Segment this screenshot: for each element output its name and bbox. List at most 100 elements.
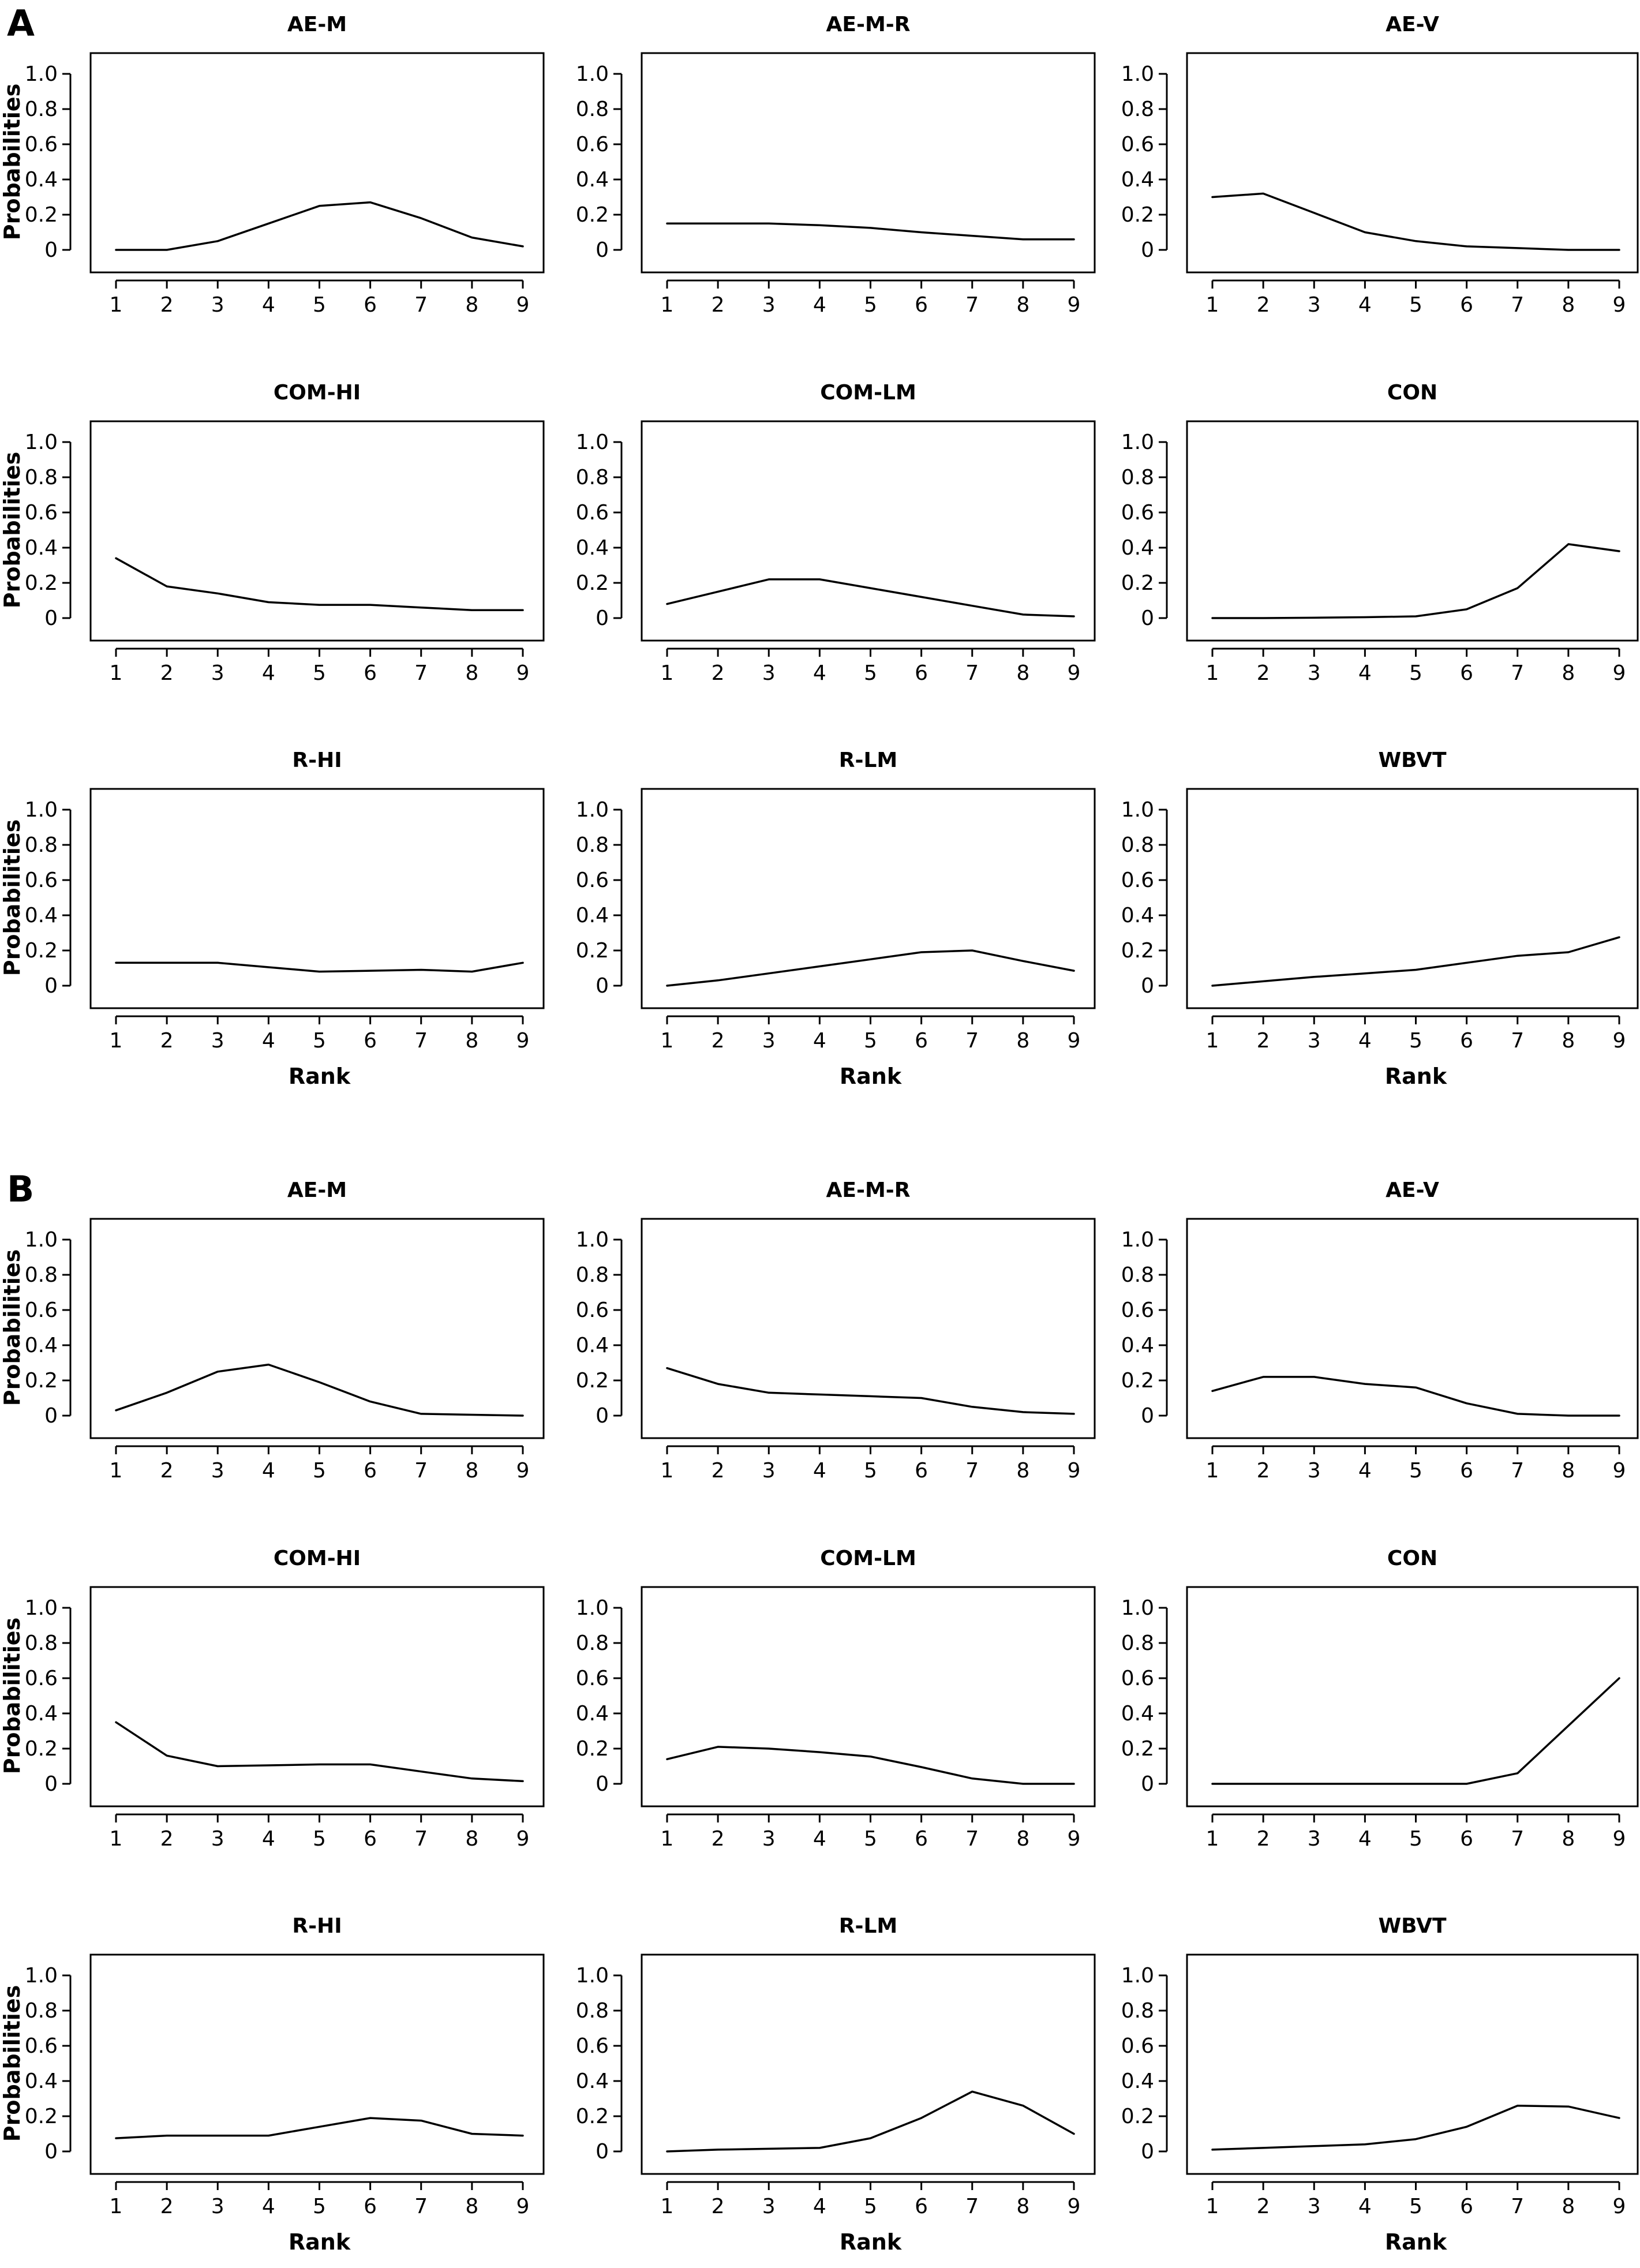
y-tick-label: 1.0	[1121, 1596, 1154, 1620]
plot-frame	[641, 52, 1096, 274]
x-tick-label: 6	[364, 661, 377, 685]
plot-frame	[89, 788, 545, 1009]
y-tick-label: 0.4	[576, 1334, 609, 1357]
x-tick-label: 8	[1016, 1029, 1029, 1053]
x-tick-label: 6	[915, 2195, 928, 2218]
plot-frame	[641, 420, 1096, 642]
y-tick-label: 0.4	[25, 1702, 58, 1726]
x-tick-label: 8	[465, 1029, 478, 1053]
x-tick-label: 8	[1016, 293, 1029, 317]
x-tick-label: 9	[1068, 293, 1081, 317]
y-tick-label: 0.6	[1121, 133, 1154, 156]
x-tick-label: 4	[1358, 1029, 1372, 1053]
x-tick-label: 8	[465, 1459, 478, 1483]
series-line	[115, 1721, 524, 1783]
y-tick-label: 1.0	[25, 431, 58, 454]
x-tick-label: 4	[262, 2195, 275, 2218]
y-tick-label: 0.6	[576, 869, 609, 892]
chart-title: COM-LM	[820, 1547, 916, 1570]
plot-frame	[1186, 1953, 1639, 2175]
x-tick-label: 5	[1409, 2195, 1422, 2218]
x-tick-label: 1	[110, 1827, 123, 1851]
y-tick-label: 1.0	[576, 798, 609, 822]
x-tick-label: 1	[661, 1029, 674, 1053]
chart-con: CON 0 0.2 0.4 0.6 0.8 1.0 1 2 3 4 5 6 7 8 9	[1121, 381, 1639, 685]
x-axis-label: Rank	[289, 2229, 351, 2255]
plot-frame	[1186, 788, 1639, 1009]
x-tick-label: 2	[160, 1029, 174, 1053]
y-tick-label: 0.4	[576, 2069, 609, 2093]
x-tick-label: 5	[1409, 293, 1422, 317]
y-tick-label: 0.6	[1121, 1667, 1154, 1690]
x-tick-label: 6	[915, 1459, 928, 1483]
y-tick-label: 0	[1141, 1404, 1154, 1428]
x-tick-label: 2	[1257, 1459, 1270, 1483]
y-tick-label: 0.8	[25, 466, 58, 489]
y-tick-label: 0.8	[1121, 1631, 1154, 1655]
x-tick-label: 2	[160, 1827, 174, 1851]
x-tick-label: 9	[1068, 1459, 1081, 1483]
x-tick-label: 1	[110, 293, 123, 317]
y-tick-label: 0.8	[1121, 833, 1154, 857]
y-tick-label: 0.6	[1121, 869, 1154, 892]
x-tick-label: 7	[965, 661, 979, 685]
x-tick-label: 5	[313, 1029, 326, 1053]
chart-title: AE-M	[287, 1178, 347, 1202]
y-axis-label: Probabilities	[0, 1249, 25, 1406]
y-tick-label: 0.2	[576, 1737, 609, 1761]
y-tick-label: 0.8	[576, 833, 609, 857]
x-tick-label: 1	[1206, 1459, 1219, 1483]
x-tick-label: 5	[864, 1459, 877, 1483]
x-tick-label: 8	[1562, 2195, 1575, 2218]
x-tick-label: 6	[364, 1827, 377, 1851]
x-tick-label: 7	[1511, 2195, 1524, 2218]
x-tick-label: 2	[712, 293, 725, 317]
plot-frame	[641, 788, 1096, 1009]
x-tick-label: 7	[1511, 293, 1524, 317]
y-tick-label: 0.2	[576, 1369, 609, 1393]
x-tick-label: 8	[465, 1827, 478, 1851]
plot-frame	[641, 1586, 1096, 1807]
y-tick-label: 0.6	[576, 501, 609, 525]
x-tick-label: 4	[262, 661, 275, 685]
series-line	[666, 949, 1075, 987]
y-tick-label: 0.6	[576, 133, 609, 156]
x-tick-label: 9	[516, 2195, 530, 2218]
x-tick-label: 6	[364, 1029, 377, 1053]
x-tick-label: 4	[813, 2195, 826, 2218]
x-tick-label: 2	[1257, 661, 1270, 685]
x-axis-label: Rank	[1385, 1064, 1447, 1089]
chart-title: R-LM	[839, 1914, 897, 1938]
x-tick-label: 2	[712, 661, 725, 685]
y-tick-label: 1.0	[576, 1596, 609, 1620]
x-tick-label: 1	[1206, 2195, 1219, 2218]
y-axis-label: Probabilities	[0, 1618, 25, 1774]
y-tick-label: 0.4	[25, 1334, 58, 1357]
series-line	[666, 2090, 1075, 2153]
x-tick-label: 6	[1460, 1459, 1473, 1483]
x-tick-label: 7	[414, 1029, 428, 1053]
x-tick-label: 9	[1068, 2195, 1081, 2218]
x-tick-label: 3	[1308, 661, 1321, 685]
y-tick-label: 0.6	[25, 1298, 58, 1322]
x-tick-label: 1	[1206, 1827, 1219, 1851]
x-tick-label: 5	[313, 1459, 326, 1483]
x-tick-label: 6	[1460, 661, 1473, 685]
chart-title: AE-V	[1386, 1178, 1439, 1202]
y-tick-label: 0.8	[1121, 1263, 1154, 1287]
x-tick-label: 1	[1206, 1029, 1219, 1053]
chart-title: COM-LM	[820, 381, 916, 405]
x-tick-label: 8	[1562, 1827, 1575, 1851]
chart-r-hi: R-HI 0 0.2 0.4 0.6 0.8 1.0 1 2 3 4 5 6 7 8 9 Probabiliti…	[0, 1914, 545, 2255]
plot-frame	[641, 1218, 1096, 1439]
x-tick-label: 9	[1068, 1029, 1081, 1053]
x-tick-label: 7	[1511, 1459, 1524, 1483]
series-line	[666, 1367, 1075, 1415]
y-tick-label: 0.2	[576, 2105, 609, 2128]
x-tick-label: 4	[813, 1827, 826, 1851]
y-tick-label: 0.6	[1121, 2034, 1154, 2058]
x-tick-label: 4	[813, 1029, 826, 1053]
y-axis-label: Probabilities	[0, 84, 25, 240]
x-tick-label: 5	[313, 1827, 326, 1851]
x-tick-label: 3	[1308, 1827, 1321, 1851]
